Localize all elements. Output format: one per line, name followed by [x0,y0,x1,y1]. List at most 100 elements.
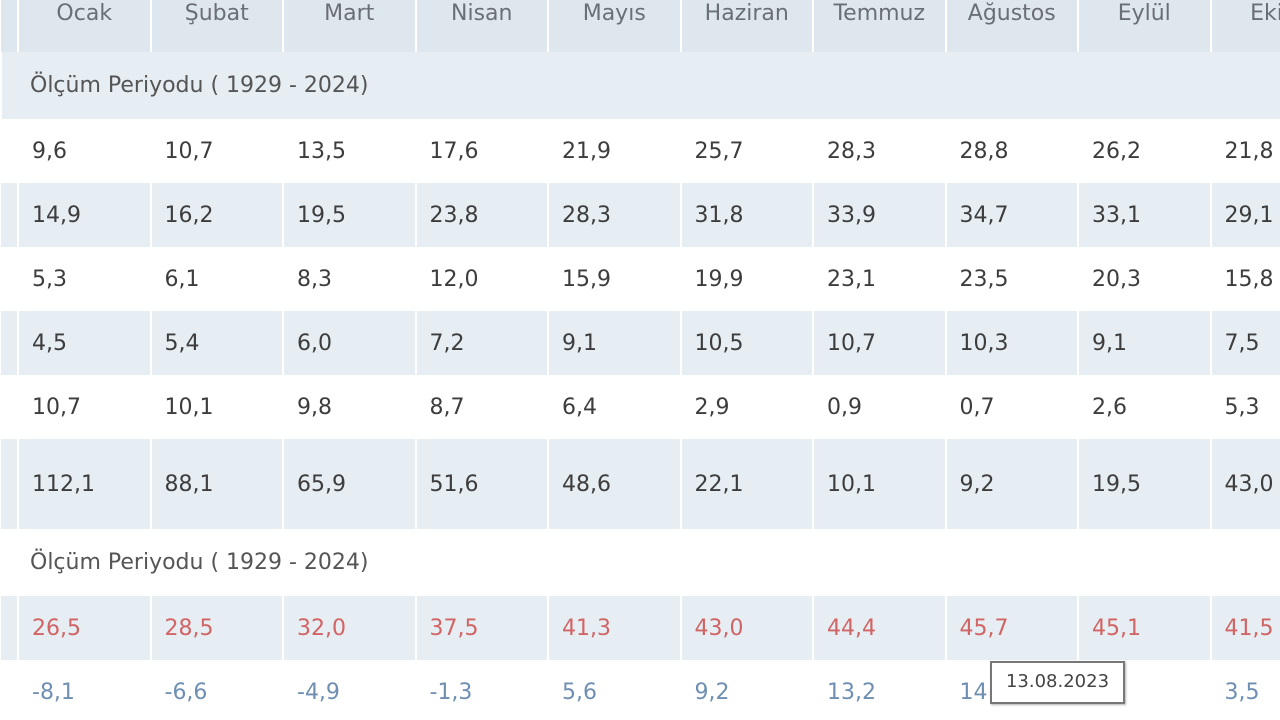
row-label-stub [1,375,18,439]
table-cell: 5,3 [17,247,151,311]
table-row: 5,3 6,1 8,3 12,0 15,9 19,9 23,1 23,5 20,3 15,8 [1,247,1280,311]
table-cell: 34,7 [944,183,1078,247]
table-cell: 10,1 [149,375,283,439]
table-cell: 26,5 [17,596,151,660]
table-cell: -1,3 [414,660,548,720]
month-header: Ekim [1209,0,1280,52]
table-cell: 9,1 [1077,311,1211,375]
table-cell: 37,5 [414,596,548,660]
row-label-stub [1,119,18,183]
table-cell: 9,1 [547,311,681,375]
table-cell: 9,6 [17,119,151,183]
table-cell: 15,8 [1209,247,1280,311]
table-cell: 19,5 [1077,439,1211,529]
table-cell: 28,3 [812,119,946,183]
table-row: 26,5 28,5 32,0 37,5 41,3 43,0 44,4 45,7 45,1 41,5 [1,596,1280,660]
table-cell: 43,0 [679,596,813,660]
period-row: Ölçüm Periyodu ( 1929 - 2024) [0,529,1280,596]
table-cell: 5,3 [1209,375,1280,439]
table-cell: 10,1 [812,439,946,529]
table-cell: 10,7 [149,119,283,183]
table-cell: 44,4 [812,596,946,660]
row-label-stub [1,439,18,529]
table-cell: 41,3 [547,596,681,660]
table-cell: 65,9 [282,439,416,529]
table-cell: 32,0 [282,596,416,660]
table-cell: 23,1 [812,247,946,311]
period-label: Ölçüm Periyodu ( 1929 - 2024) [0,529,1280,596]
table-row: 14,9 16,2 19,5 23,8 28,3 31,8 33,9 34,7 33,1 29,1 [1,183,1280,247]
month-header: Mayıs [547,0,681,52]
table-row: 112,1 88,1 65,9 51,6 48,6 22,1 10,1 9,2 19,5 43,0 [1,439,1280,529]
table-cell: 33,1 [1077,183,1211,247]
table-row: 4,5 5,4 6,0 7,2 9,1 10,5 10,7 10,3 9,1 7,5 [1,311,1280,375]
table-cell: 7,5 [1209,311,1280,375]
month-header: Ağustos [944,0,1078,52]
table-cell: 21,8 [1209,119,1280,183]
table-cell: 15,9 [547,247,681,311]
table-cell: 112,1 [17,439,151,529]
table-cell: 20,3 [1077,247,1211,311]
table-cell: 17,6 [414,119,548,183]
table-cell: 26,2 [1077,119,1211,183]
table-cell: 29,1 [1209,183,1280,247]
row-label-stub [1,183,18,247]
month-header: Eylül [1077,0,1211,52]
date-tooltip: 13.08.2023 [990,661,1125,704]
period-row: Ölçüm Periyodu ( 1929 - 2024) [0,52,1280,119]
row-label-stub [1,0,18,52]
table-cell: 10,7 [17,375,151,439]
row-label-stub [1,247,18,311]
table-cell: 9,8 [282,375,416,439]
table-cell: 51,6 [414,439,548,529]
table-cell: 8,7 [414,375,548,439]
table-cell: 43,0 [1209,439,1280,529]
table-cell: 3,5 [1209,660,1280,720]
table-cell: 4,5 [17,311,151,375]
table-cell: 14,9 [17,183,151,247]
table-cell: 12,0 [414,247,548,311]
table-cell: -4,9 [282,660,416,720]
table-cell: 10,5 [679,311,813,375]
table-row: 10,7 10,1 9,8 8,7 6,4 2,9 0,9 0,7 2,6 5,3 [1,375,1280,439]
table-row: 9,6 10,7 13,5 17,6 21,9 25,7 28,3 28,8 26,2 21,8 [1,119,1280,183]
table-cell: 25,7 [679,119,813,183]
table-cell: 31,8 [679,183,813,247]
month-header: Mart [282,0,416,52]
table-cell: 9,2 [679,660,813,720]
table-cell: 33,9 [812,183,946,247]
table-cell: 19,5 [282,183,416,247]
month-header: Nisan [414,0,548,52]
table-cell: 13,5 [282,119,416,183]
month-header: Şubat [149,0,283,52]
table-cell: 22,1 [679,439,813,529]
table-cell: 13,2 [812,660,946,720]
table-cell: 23,5 [944,247,1078,311]
table-cell: 10,3 [944,311,1078,375]
period-label: Ölçüm Periyodu ( 1929 - 2024) [0,52,1280,119]
table-cell: -8,1 [17,660,151,720]
table-cell: 28,3 [547,183,681,247]
month-header-row: Ocak Şubat Mart Nisan Mayıs Haziran Temmuz Ağus… [1,0,1280,52]
table-cell: 23,8 [414,183,548,247]
table-cell: 16,2 [149,183,283,247]
table-cell: -6,6 [149,660,283,720]
table-cell: 41,5 [1209,596,1280,660]
month-header: Haziran [679,0,813,52]
table-cell: 6,0 [282,311,416,375]
table-cell: 2,6 [1077,375,1211,439]
table-cell: 5,4 [149,311,283,375]
month-header: Ocak [17,0,151,52]
table-cell: 8,3 [282,247,416,311]
row-label-stub [1,596,18,660]
table-cell: 19,9 [679,247,813,311]
table-cell: 0,7 [944,375,1078,439]
month-header: Temmuz [812,0,946,52]
table-cell: 6,1 [149,247,283,311]
row-label-stub [1,660,18,720]
table-cell: 9,2 [944,439,1078,529]
table-cell: 6,4 [547,375,681,439]
table-cell: 45,7 [944,596,1078,660]
